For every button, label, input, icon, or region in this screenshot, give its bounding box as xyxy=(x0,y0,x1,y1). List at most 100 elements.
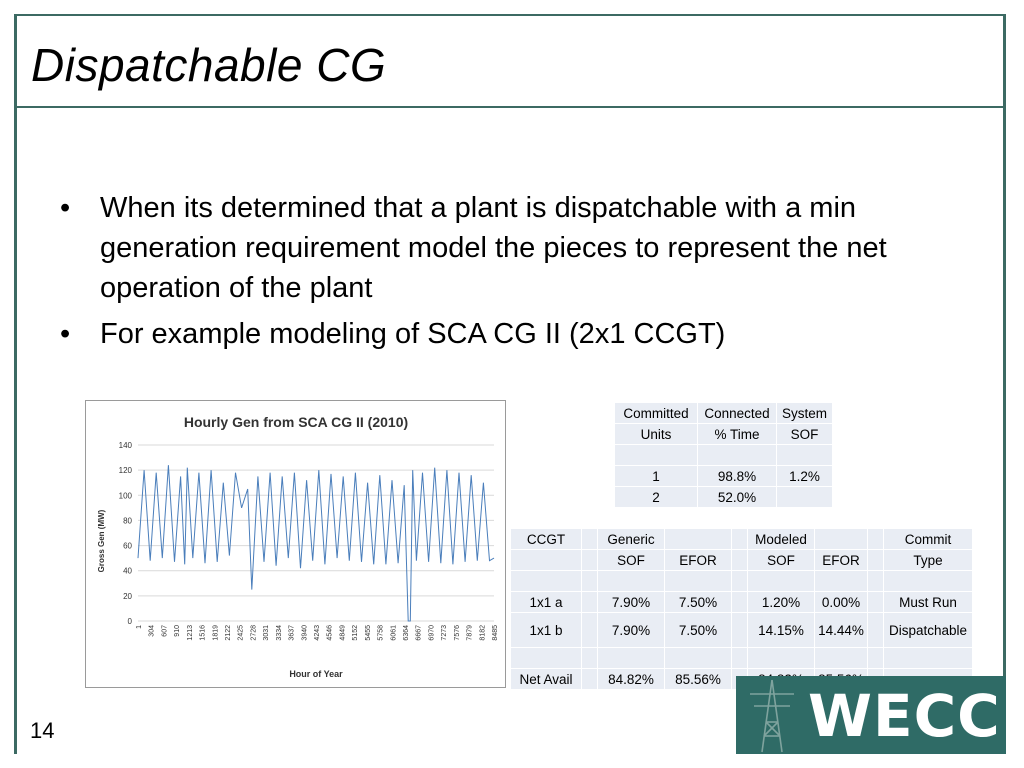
table-cell xyxy=(510,549,582,571)
table-cell: 1.20% xyxy=(747,591,815,613)
x-tick-label: 2425 xyxy=(238,625,245,641)
x-tick-label: 8485 xyxy=(492,625,499,641)
generation-chart: Hourly Gen from SCA CG II (2010) Gross G… xyxy=(97,414,499,679)
slide-title: Dispatchable CG xyxy=(31,39,387,91)
y-tick-label: 140 xyxy=(119,441,133,450)
x-tick-label: 1213 xyxy=(187,625,194,641)
table-cell xyxy=(731,549,748,571)
table-cell xyxy=(867,612,884,648)
table-cell xyxy=(581,591,598,613)
table-row: CCGT Generic Modeled Commit xyxy=(510,528,973,550)
table-cell: EFOR xyxy=(814,549,868,571)
table-cell: Committed xyxy=(614,402,698,424)
x-tick-label: 5152 xyxy=(352,625,359,641)
table-cell xyxy=(614,444,698,466)
table-cell: 14.44% xyxy=(814,612,868,648)
logo-text: WECC xyxy=(808,682,1001,750)
y-tick-label: 20 xyxy=(123,592,132,601)
table-cell xyxy=(731,528,748,550)
table-row: 1 98.8% 1.2% xyxy=(614,465,833,487)
table-cell xyxy=(867,647,884,669)
table-cell xyxy=(581,668,598,690)
table-cell xyxy=(581,570,598,592)
table-cell: 1x1 a xyxy=(510,591,582,613)
table-cell xyxy=(883,647,973,669)
table-cell: 2 xyxy=(614,486,698,508)
table-cell xyxy=(747,647,815,669)
table-row: Units% Time SOF xyxy=(614,423,833,445)
bullet-glyph: • xyxy=(60,318,71,350)
table-cell xyxy=(731,612,748,648)
chart-container: Hourly Gen from SCA CG II (2010) Gross G… xyxy=(85,400,506,688)
y-tick-label: 80 xyxy=(123,516,132,525)
table-cell: Type xyxy=(883,549,973,571)
table-cell: 7.90% xyxy=(597,591,665,613)
y-tick-label: 40 xyxy=(123,567,132,576)
table-cell: 1 xyxy=(614,465,698,487)
table-cell xyxy=(776,486,833,508)
series-line xyxy=(137,465,495,622)
table-cell: 0.00% xyxy=(814,591,868,613)
x-tick-label: 1 xyxy=(136,625,143,629)
table-cell: 1x1 b xyxy=(510,612,582,648)
table-cell: SOF xyxy=(747,549,815,571)
table-cell xyxy=(581,647,598,669)
x-tick-label: 4849 xyxy=(339,625,346,641)
table-row xyxy=(510,647,973,669)
table-cell: Net Avail xyxy=(510,668,582,690)
table-cell: System xyxy=(776,402,833,424)
table-cell: 1.2% xyxy=(776,465,833,487)
table-cell: SOF xyxy=(776,423,833,445)
chart-title: Hourly Gen from SCA CG II (2010) xyxy=(184,414,408,430)
table-cell xyxy=(581,528,598,550)
table-cell: EFOR xyxy=(664,549,732,571)
x-tick-label: 1516 xyxy=(200,625,207,641)
table-cell: Dispatchable xyxy=(883,612,973,648)
x-tick-label: 5455 xyxy=(365,625,372,641)
table-row: SOF EFOR SOF EFOR Type xyxy=(510,549,973,571)
wecc-logo: WECC xyxy=(736,676,1006,754)
transmission-tower-icon xyxy=(750,679,794,753)
x-tick-label: 607 xyxy=(161,625,168,637)
table-cell: 52.0% xyxy=(697,486,777,508)
table-cell xyxy=(814,647,868,669)
x-tick-label: 5758 xyxy=(378,625,385,641)
x-tick-label: 3637 xyxy=(289,625,296,641)
x-tick-label: 304 xyxy=(149,625,156,637)
table-cell: CCGT xyxy=(510,528,582,550)
x-tick-label: 6667 xyxy=(416,625,423,641)
x-tick-label: 2728 xyxy=(250,625,257,641)
ccgt-table: CCGT Generic Modeled Commit SOF EFOR SOF EFOR Ty… xyxy=(510,528,973,690)
x-axis-label: Hour of Year xyxy=(289,669,343,679)
x-tick-label: 8182 xyxy=(479,625,486,641)
table-cell: SOF xyxy=(597,549,665,571)
table-cell xyxy=(776,444,833,466)
table-cell: 98.8% xyxy=(697,465,777,487)
bullet-text: For example modeling of SCA CG II (2x1 C… xyxy=(100,318,726,350)
table-row: 1x1 a 7.90% 7.50% 1.20% 0.00% Must Run xyxy=(510,591,973,613)
table-cell xyxy=(664,570,732,592)
table-cell xyxy=(581,549,598,571)
table-cell: 14.15% xyxy=(747,612,815,648)
table-cell xyxy=(664,528,732,550)
table-cell xyxy=(867,570,884,592)
table-cell: Modeled xyxy=(747,528,815,550)
bullet-list: • When its determined that a plant is dis… xyxy=(60,188,960,360)
table-cell xyxy=(597,647,665,669)
table-cell: Connected xyxy=(697,402,777,424)
slide-frame xyxy=(14,14,1006,754)
table-row xyxy=(614,444,833,466)
bullet-item: • When its determined that a plant is dis… xyxy=(60,188,960,308)
x-tick-label: 7879 xyxy=(467,625,474,641)
table-cell xyxy=(697,444,777,466)
y-tick-label: 0 xyxy=(128,617,133,626)
system-table: Committed Connected System Units% Time SOF 1 9… xyxy=(614,402,833,508)
x-tick-label: 7273 xyxy=(441,625,448,641)
slide-number: 14 xyxy=(30,718,55,743)
table-cell xyxy=(867,591,884,613)
bullet-item: • For example modeling of SCA CG II (2x1 … xyxy=(60,314,960,354)
table-cell: 7.90% xyxy=(597,612,665,648)
bullet-glyph: • xyxy=(60,192,71,224)
table-cell xyxy=(814,528,868,550)
y-axis-label: Gross Gen (MW) xyxy=(97,509,106,572)
